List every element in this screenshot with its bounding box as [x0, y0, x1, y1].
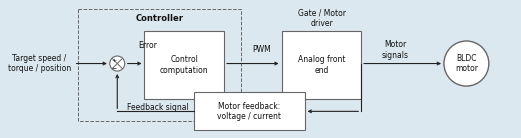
Bar — [281, 31, 361, 99]
Text: PWM: PWM — [252, 45, 271, 54]
Text: Error: Error — [138, 41, 157, 50]
Text: BLDC
motor: BLDC motor — [455, 54, 478, 73]
Text: Motor
signals: Motor signals — [381, 40, 408, 60]
Text: Control
computation: Control computation — [160, 55, 208, 75]
Bar — [78, 9, 241, 121]
Text: Gate / Motor
driver: Gate / Motor driver — [297, 9, 345, 28]
Text: −: − — [111, 65, 117, 70]
Text: +: + — [111, 58, 117, 63]
Text: Target speed /
torque / position: Target speed / torque / position — [8, 54, 71, 73]
Bar — [144, 31, 224, 99]
Ellipse shape — [110, 56, 125, 71]
Ellipse shape — [444, 41, 489, 86]
Text: Controller: Controller — [135, 14, 183, 23]
Text: Analog front
end: Analog front end — [297, 55, 345, 75]
Text: Feedback signal: Feedback signal — [128, 103, 189, 112]
Bar — [194, 92, 305, 130]
Text: Motor feedback:
voltage / current: Motor feedback: voltage / current — [217, 102, 281, 121]
